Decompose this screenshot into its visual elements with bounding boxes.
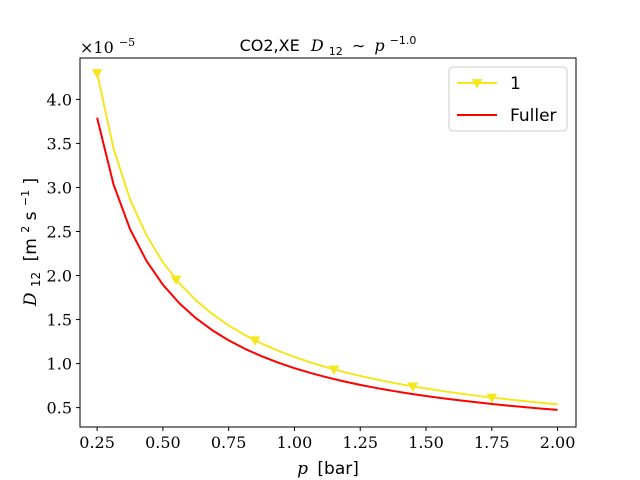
x-tick-label: 0.75 (211, 433, 247, 452)
ylabel-unit-mid: s (21, 211, 41, 220)
series-marker-0 (249, 336, 261, 346)
legend: 1 Fuller (448, 66, 568, 132)
chart-title: CO2,XE D 12 ∼ p −1.0 (240, 34, 417, 59)
ylabel-unit-open: [m (21, 238, 41, 261)
title-math-rel: ∼ (352, 36, 365, 55)
series-marker-0 (486, 393, 498, 404)
x-tick-label: 0.50 (145, 433, 181, 452)
y-offset-text: ×10 −5 (80, 36, 135, 57)
title-math-sub: 12 (329, 45, 343, 58)
y-tick-label: 1.5 (47, 311, 72, 330)
y-tick-label: 1.0 (47, 355, 72, 374)
ylabel-var: D (21, 292, 41, 307)
legend-marker-series-1 (471, 79, 483, 89)
xlabel-unit: [bar] (317, 459, 358, 479)
x-axis: 0.25 0.50 0.75 1.00 1.25 1.50 1.75 2.00 (79, 427, 575, 452)
y-tick-label: 4.0 (47, 90, 72, 109)
legend-label-series-1: 1 (510, 74, 521, 94)
x-tick-label: 1.25 (342, 433, 378, 452)
series-marker-0 (170, 275, 182, 286)
series-marker-0 (91, 69, 103, 79)
x-tick-label: 1.00 (277, 433, 313, 452)
x-tick-label: 1.75 (474, 433, 510, 452)
x-tick-label: 2.00 (540, 433, 576, 452)
series-layer (91, 69, 558, 411)
y-axis: 0.5 1.0 1.5 2.0 2.5 3.0 3.5 4.0 (47, 90, 80, 418)
y-axis-label: D 12 [m 2 s −1 ] (14, 178, 45, 307)
title-prefix: CO2,XE (240, 36, 300, 55)
x-tick-label: 1.50 (408, 433, 444, 452)
series-marker-0 (328, 365, 340, 375)
ylabel-unit-exp: −1 (19, 190, 32, 206)
y-tick-label: 0.5 (47, 399, 72, 418)
offset-prefix: ×10 (80, 38, 114, 57)
y-tick-label: 2.0 (47, 267, 72, 286)
x-tick-label: 0.25 (79, 433, 115, 452)
series-line-1 (96, 117, 558, 411)
ylabel-unit-sq: 2 (19, 226, 32, 233)
offset-exponent: −5 (119, 36, 135, 49)
y-tick-label: 3.0 (47, 178, 72, 197)
ylabel-sub: 12 (29, 272, 43, 287)
title-math-base: D (310, 36, 324, 55)
series-marker-0 (407, 382, 419, 392)
y-tick-label: 2.5 (47, 222, 72, 241)
legend-label-fuller: Fuller (510, 106, 557, 126)
title-math-p: p (374, 36, 384, 55)
plot-frame (79, 57, 577, 428)
ylabel-unit-close: ] (21, 178, 41, 185)
y-tick-label: 3.5 (47, 134, 72, 153)
title-math-exp: −1.0 (390, 34, 417, 47)
xlabel-var: p (297, 459, 308, 479)
x-axis-label: p [bar] (297, 459, 359, 479)
